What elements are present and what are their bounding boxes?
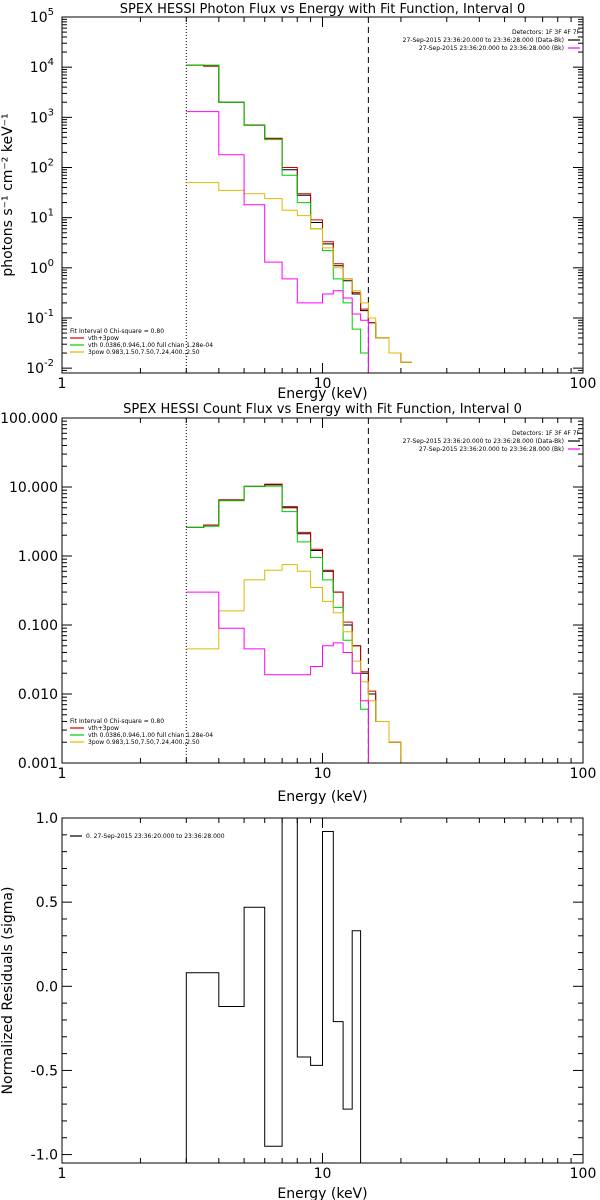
y-tick-label: 0.001 <box>18 756 58 772</box>
residual-step-line <box>185 818 362 1163</box>
y-tick-label: 104 <box>30 57 54 76</box>
legend-entry-label: 27-Sep-2015 23:36:20.000 to 23:36:28.000… <box>419 446 564 453</box>
y-tick-label: 105 <box>30 7 54 26</box>
count-flux-panel: SPEX HESSI Count Flux vs Energy with Fit… <box>0 402 596 805</box>
legend-entry-label: 27-Sep-2015 23:36:20.000 to 23:36:28.000… <box>419 45 564 52</box>
plot-frame <box>61 417 584 764</box>
y-tick-exponent: 4 <box>48 57 54 68</box>
y-tick-label: -0.5 <box>31 1063 58 1079</box>
series-step-line <box>186 64 412 363</box>
y-tick-label: 1.000 <box>18 549 58 565</box>
x-axis-title: Energy (keV) <box>277 789 367 805</box>
plot-frame <box>61 16 584 374</box>
x-tick-label: 1 <box>58 1166 67 1182</box>
y-tick-label: 100 <box>30 258 54 277</box>
plot-area <box>185 17 412 373</box>
x-tick-label: 1 <box>58 766 67 782</box>
series-step-line <box>186 64 412 363</box>
x-tick-label: 100 <box>570 376 597 392</box>
y-axis-title: Normalized Residuals (sigma) <box>0 887 16 1095</box>
x-tick-label: 10 <box>314 766 332 782</box>
legend-fit-label: vth+3pow <box>88 335 119 342</box>
legend-fit-label: vth+3pow <box>88 725 119 732</box>
x-tick-label: 10 <box>314 376 332 392</box>
y-tick-exponent: 2 <box>48 157 54 168</box>
plot-area <box>185 418 412 763</box>
legend-fit-header: Fit Interval 0 Chi-square = 0.80 <box>70 718 164 725</box>
x-tick-label: 10 <box>314 1166 332 1182</box>
y-tick-label: -1.0 <box>31 1148 58 1164</box>
legend-fit-label: 3pow 0.983,1.50,7.50,7.24,400.,2.50 <box>88 349 200 356</box>
y-tick-base: 10 <box>26 361 44 377</box>
legend-fit-label: 3pow 0.983,1.50,7.50,7.24,400.,2.50 <box>88 739 200 746</box>
y-tick-label: 10-2 <box>26 358 54 377</box>
plot-frame <box>61 817 584 1164</box>
series-step-line <box>186 182 412 363</box>
y-tick-label: 102 <box>30 157 54 176</box>
y-tick-label: 0.010 <box>18 687 58 703</box>
legend-fit-label: vth 0.0386,0.946,1.00 full chian 1.28e-0… <box>88 732 213 739</box>
legend-entry-label: 27-Sep-2015 23:36:20.000 to 23:36:28.000… <box>403 438 564 445</box>
y-tick-base: 10 <box>30 211 48 227</box>
series-step-line <box>186 111 412 373</box>
legend-detectors: Detectors: 1F 3F 4F 7F <box>512 29 581 36</box>
y-tick-label: 0.100 <box>18 618 58 634</box>
x-tick-label: 100 <box>570 1166 597 1182</box>
y-tick-label: 0.0 <box>36 979 58 995</box>
y-tick-label: 100.000 <box>0 411 58 427</box>
x-tick-label: 100 <box>570 766 597 782</box>
y-tick-exponent: 1 <box>48 208 54 219</box>
legend-residual-label: 0. 27-Sep-2015 23:36:20.000 to 23:36:28.… <box>86 833 225 840</box>
y-tick-label: 10-1 <box>26 308 54 327</box>
x-tick-label: 1 <box>58 376 67 392</box>
legend-detectors: Detectors: 1F 3F 4F 7F <box>512 430 581 437</box>
y-tick-base: 10 <box>30 10 48 26</box>
y-tick-label: 103 <box>30 107 54 126</box>
y-tick-base: 10 <box>30 261 48 277</box>
y-tick-label: 101 <box>30 208 54 227</box>
photon-flux-panel: SPEX HESSI Photon Flux vs Energy with Fi… <box>0 2 596 402</box>
plot-area <box>185 818 362 1163</box>
y-tick-exponent: 3 <box>48 107 54 118</box>
legend-fit-header: Fit Interval 0 Chi-square = 0.80 <box>70 328 164 335</box>
y-tick-base: 10 <box>30 60 48 76</box>
y-tick-base: 10 <box>30 160 48 176</box>
x-axis-title: Energy (keV) <box>277 386 367 402</box>
y-tick-exponent: -1 <box>44 308 54 319</box>
y-tick-exponent: -2 <box>44 358 54 369</box>
series-step-line <box>186 564 412 763</box>
series-step-line <box>186 64 412 373</box>
y-tick-exponent: 0 <box>48 258 54 269</box>
legend-entry-label: 27-Sep-2015 23:36:20.000 to 23:36:28.000… <box>403 37 564 44</box>
x-axis-title: Energy (keV) <box>277 1186 367 1200</box>
series-step-line <box>186 591 412 763</box>
legend-fit-label: vth 0.0386,0.946,1.00 full chian 1.28e-0… <box>88 342 213 349</box>
chart-title: SPEX HESSI Count Flux vs Energy with Fit… <box>123 402 522 417</box>
y-tick-label: 1.0 <box>36 811 58 827</box>
y-tick-base: 10 <box>30 110 48 126</box>
y-axis-title: photons s⁻¹ cm⁻² keV⁻¹ <box>0 113 16 276</box>
y-tick-label: 10.000 <box>9 480 58 496</box>
chart-title: SPEX HESSI Photon Flux vs Energy with Fi… <box>120 2 526 17</box>
residuals-panel: 1 10 100 Energy (keV) -1.0 -0.5 0.0 0.5 1.0 Norma… <box>0 811 597 1200</box>
y-tick-exponent: 5 <box>48 7 54 18</box>
y-tick-label: 0.5 <box>36 895 58 911</box>
y-tick-base: 10 <box>26 311 44 327</box>
